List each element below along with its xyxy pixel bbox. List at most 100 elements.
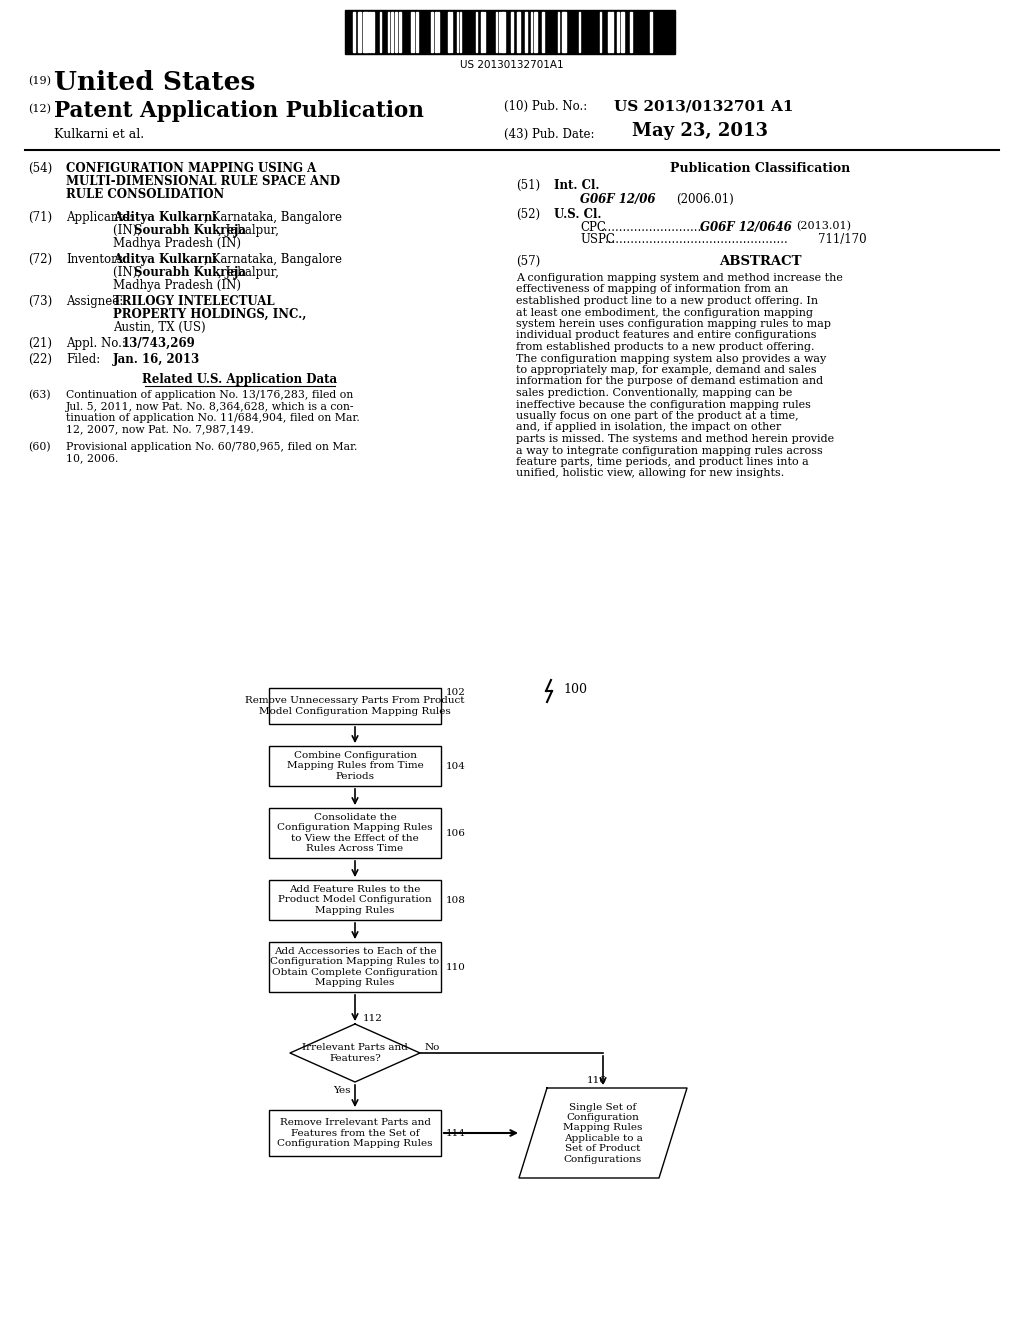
Text: Madhya Pradesh (IN): Madhya Pradesh (IN) <box>113 238 241 249</box>
Bar <box>369 12 371 51</box>
Text: 108: 108 <box>446 896 466 906</box>
Text: Publication Classification: Publication Classification <box>670 162 850 176</box>
Text: ............................: ............................ <box>601 220 706 234</box>
Bar <box>630 12 632 51</box>
Text: usually focus on one part of the product at a time,: usually focus on one part of the product… <box>516 411 799 421</box>
Text: system herein uses configuration mapping rules to map: system herein uses configuration mapping… <box>516 319 831 329</box>
Text: United States: United States <box>54 70 255 95</box>
Text: tinuation of application No. 11/684,904, filed on Mar.: tinuation of application No. 11/684,904,… <box>66 413 359 422</box>
Text: to appropriately map, for example, demand and sales: to appropriately map, for example, deman… <box>516 366 816 375</box>
FancyBboxPatch shape <box>269 808 441 858</box>
Text: (71): (71) <box>28 211 52 224</box>
Text: Related U.S. Application Data: Related U.S. Application Data <box>142 374 338 385</box>
Polygon shape <box>290 1024 420 1082</box>
Bar <box>398 12 400 51</box>
Text: Madhya Pradesh (IN): Madhya Pradesh (IN) <box>113 279 241 292</box>
Bar <box>535 12 537 51</box>
Bar <box>599 12 601 51</box>
Bar <box>435 12 437 51</box>
Text: A configuration mapping system and method increase the: A configuration mapping system and metho… <box>516 273 843 282</box>
Bar <box>411 12 412 51</box>
Bar <box>431 12 432 51</box>
Text: (72): (72) <box>28 253 52 267</box>
Text: and, if applied in isolation, the impact on other: and, if applied in isolation, the impact… <box>516 422 781 433</box>
Bar <box>388 12 389 51</box>
Text: 106: 106 <box>446 829 466 838</box>
Bar <box>413 12 414 51</box>
Bar <box>417 12 418 51</box>
Text: 100: 100 <box>563 682 587 696</box>
Text: 104: 104 <box>446 762 466 771</box>
Text: (60): (60) <box>28 442 50 453</box>
Bar <box>517 12 520 51</box>
Bar <box>437 12 439 51</box>
Text: 10, 2006.: 10, 2006. <box>66 454 119 463</box>
Text: , Karnataka, Bangalore: , Karnataka, Bangalore <box>204 211 342 224</box>
Text: Provisional application No. 60/780,965, filed on Mar.: Provisional application No. 60/780,965, … <box>66 442 357 451</box>
Text: parts is missed. The systems and method herein provide: parts is missed. The systems and method … <box>516 434 835 444</box>
Text: (10) Pub. No.:: (10) Pub. No.: <box>504 100 587 114</box>
Bar <box>352 12 354 51</box>
Bar <box>483 12 485 51</box>
Bar <box>617 12 620 51</box>
Text: Add Feature Rules to the
Product Model Configuration
Mapping Rules: Add Feature Rules to the Product Model C… <box>279 886 432 915</box>
Bar <box>543 12 544 51</box>
Text: Jul. 5, 2011, now Pat. No. 8,364,628, which is a con-: Jul. 5, 2011, now Pat. No. 8,364,628, wh… <box>66 401 354 412</box>
Text: (63): (63) <box>28 389 50 400</box>
Text: RULE CONSOLIDATION: RULE CONSOLIDATION <box>66 187 224 201</box>
Text: (22): (22) <box>28 352 52 366</box>
Text: 116: 116 <box>587 1076 607 1085</box>
Text: The configuration mapping system also provides a way: The configuration mapping system also pr… <box>516 354 826 363</box>
Text: (57): (57) <box>516 255 541 268</box>
Text: Sourabh Kukreja: Sourabh Kukreja <box>134 267 246 279</box>
Bar <box>476 12 477 51</box>
Text: Jan. 16, 2013: Jan. 16, 2013 <box>113 352 201 366</box>
Text: unified, holistic view, allowing for new insights.: unified, holistic view, allowing for new… <box>516 469 784 479</box>
Bar <box>373 12 374 51</box>
Bar <box>607 12 610 51</box>
Text: (54): (54) <box>28 162 52 176</box>
Bar <box>511 12 513 51</box>
Text: 102: 102 <box>446 688 466 697</box>
Text: (43) Pub. Date:: (43) Pub. Date: <box>504 128 595 141</box>
Text: TRILOGY INTELECTUAL: TRILOGY INTELECTUAL <box>113 294 274 308</box>
FancyBboxPatch shape <box>269 688 441 723</box>
Text: May 23, 2013: May 23, 2013 <box>632 121 768 140</box>
Text: Combine Configuration
Mapping Rules from Time
Periods: Combine Configuration Mapping Rules from… <box>287 751 423 781</box>
Text: 110: 110 <box>446 964 466 972</box>
Text: ABSTRACT: ABSTRACT <box>719 255 801 268</box>
Text: feature parts, time periods, and product lines into a: feature parts, time periods, and product… <box>516 457 809 467</box>
Bar <box>579 12 581 51</box>
Text: from established products to a new product offering.: from established products to a new produ… <box>516 342 814 352</box>
FancyBboxPatch shape <box>269 746 441 785</box>
Text: .................................................: ........................................… <box>605 234 788 246</box>
Bar <box>449 12 450 51</box>
Bar <box>481 12 483 51</box>
Text: at least one embodiment, the configuration mapping: at least one embodiment, the configurati… <box>516 308 813 318</box>
Text: Yes: Yes <box>333 1086 350 1096</box>
Text: CPC: CPC <box>580 220 606 234</box>
Text: (19): (19) <box>28 77 51 86</box>
Bar <box>558 12 559 51</box>
Bar <box>496 12 497 51</box>
Text: 112: 112 <box>362 1014 383 1023</box>
Text: established product line to a new product offering. In: established product line to a new produc… <box>516 296 818 306</box>
Text: US 2013/0132701 A1: US 2013/0132701 A1 <box>614 100 794 114</box>
Text: Add Accessories to Each of the
Configuration Mapping Rules to
Obtain Complete Co: Add Accessories to Each of the Configura… <box>270 946 439 987</box>
Text: individual product features and entire configurations: individual product features and entire c… <box>516 330 816 341</box>
Text: Patent Application Publication: Patent Application Publication <box>54 100 424 121</box>
Text: Remove Irrelevant Parts and
Features from the Set of
Configuration Mapping Rules: Remove Irrelevant Parts and Features fro… <box>278 1118 433 1148</box>
FancyBboxPatch shape <box>269 942 441 993</box>
Text: ineffective because the configuration mapping rules: ineffective because the configuration ma… <box>516 400 811 409</box>
Text: (2006.01): (2006.01) <box>676 193 734 206</box>
Bar <box>457 12 459 51</box>
Text: (21): (21) <box>28 337 52 350</box>
Text: (51): (51) <box>516 180 540 191</box>
Bar <box>499 12 501 51</box>
Text: sales prediction. Conventionally, mapping can be: sales prediction. Conventionally, mappin… <box>516 388 793 399</box>
Bar <box>345 11 675 54</box>
Text: 12, 2007, now Pat. No. 7,987,149.: 12, 2007, now Pat. No. 7,987,149. <box>66 425 254 434</box>
Bar <box>610 12 613 51</box>
Text: Assignee:: Assignee: <box>66 294 123 308</box>
Text: USPC: USPC <box>580 234 614 246</box>
